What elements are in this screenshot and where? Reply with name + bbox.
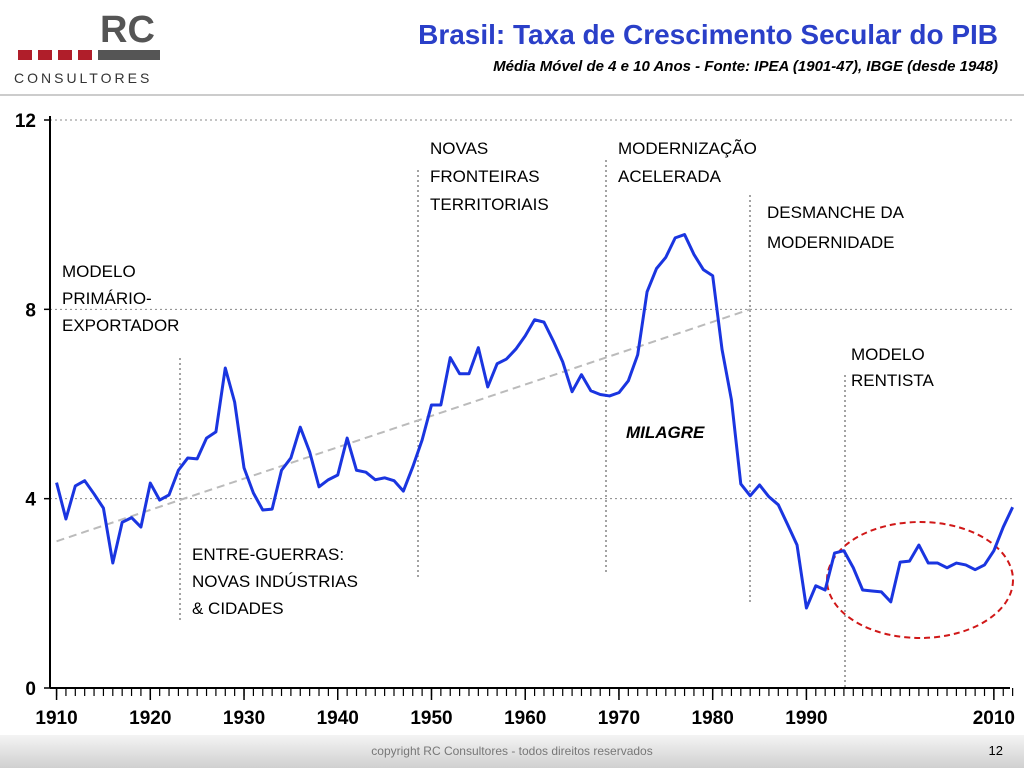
copyright: copyright RC Consultores - todos direito… (371, 744, 652, 758)
annotation: NOVAS (430, 139, 488, 158)
annotation: MODELO (62, 262, 136, 281)
y-tick-label: 4 (25, 490, 36, 511)
annotation: DESMANCHE DA (767, 203, 905, 222)
annotation: RENTISTA (851, 371, 934, 390)
trend-line (56, 308, 751, 543)
x-tick-label: 1990 (785, 708, 827, 729)
page-number: 12 (989, 743, 1003, 758)
x-tick-label: 2010 (973, 708, 1015, 729)
logo-squares (18, 50, 160, 60)
footer-band (0, 735, 1024, 768)
x-tick-label: 1910 (35, 708, 77, 729)
y-tick-label: 12 (15, 111, 36, 132)
annotation: EXPORTADOR (62, 316, 179, 335)
chart-subtitle: Média Móvel de 4 e 10 Anos - Fonte: IPEA… (493, 58, 998, 75)
annotation: NOVAS INDÚSTRIAS (192, 572, 358, 591)
annotation: & CIDADES (192, 599, 284, 618)
x-tick-label: 1960 (504, 708, 546, 729)
annotation: MODELO (851, 345, 925, 364)
y-tick-label: 0 (25, 679, 36, 700)
logo: RC (100, 9, 155, 51)
annotation: MODERNIZAÇÃO (618, 139, 757, 158)
y-tick-label: 8 (25, 300, 36, 321)
annotation: MODERNIDADE (767, 233, 895, 252)
annotation: TERRITORIAIS (430, 195, 549, 214)
annotation: ENTRE-GUERRAS: (192, 545, 344, 564)
x-tick-label: 1920 (129, 708, 171, 729)
chart-title: Brasil: Taxa de Crescimento Secular do P… (418, 19, 998, 50)
annotation: PRIMÁRIO- (62, 289, 152, 308)
period-separators (179, 160, 846, 688)
annotation: ACELERADA (618, 167, 722, 186)
highlight-circle (826, 521, 1014, 639)
logo-subtitle: CONSULTORES (14, 70, 152, 86)
x-tick-label: 1970 (598, 708, 640, 729)
data-line (55, 233, 1014, 610)
x-tick-label: 1930 (223, 708, 265, 729)
x-tick-label: 1950 (410, 708, 452, 729)
annotation: MILAGRE (626, 423, 705, 442)
x-tick-label: 1940 (317, 708, 359, 729)
x-tick-label: 1980 (692, 708, 734, 729)
annotation: FRONTEIRAS (430, 167, 540, 186)
